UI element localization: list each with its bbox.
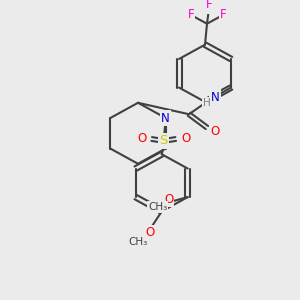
Text: O: O [181, 133, 190, 146]
Text: O: O [137, 133, 146, 146]
Text: F: F [188, 8, 194, 21]
Text: N: N [211, 91, 219, 103]
Text: CH₃: CH₃ [128, 237, 147, 247]
Text: O: O [145, 226, 154, 239]
Text: F: F [206, 0, 212, 11]
Text: S: S [160, 134, 168, 147]
Text: O: O [210, 125, 220, 138]
Text: N: N [161, 112, 170, 124]
Text: CH₃: CH₃ [148, 202, 167, 212]
Text: O: O [164, 193, 173, 206]
Text: F: F [220, 8, 226, 21]
Text: H: H [203, 98, 211, 108]
